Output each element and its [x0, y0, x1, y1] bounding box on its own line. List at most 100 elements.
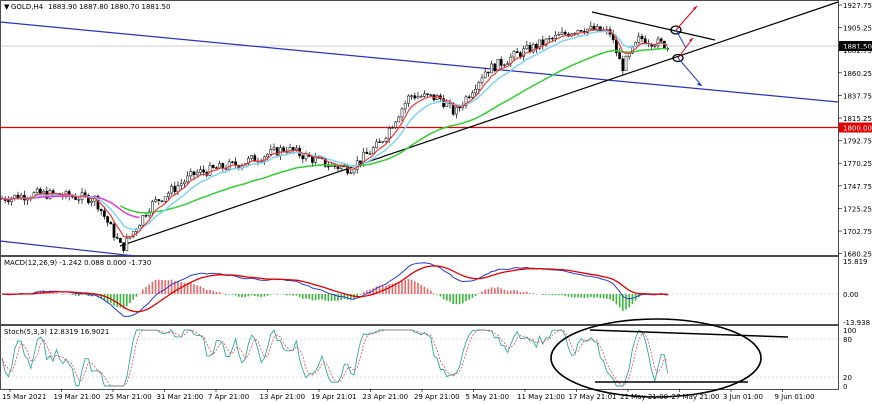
arrow-down-blue-lower-head-icon [697, 82, 702, 86]
stoch-upper-line[interactable] [589, 329, 789, 338]
macd-histogram-bar [548, 294, 550, 295]
macd-histogram-bar [369, 289, 371, 294]
candle-body [381, 141, 385, 143]
macd-histogram-bar [529, 293, 531, 294]
candle-body [400, 108, 404, 118]
price-axis-tick: 1837.75 [843, 92, 872, 100]
candle-body [653, 45, 657, 47]
candle-body [512, 51, 516, 58]
channel-lower-line[interactable] [0, 240, 136, 257]
price-axis-tick: 1882.75 [843, 47, 872, 55]
macd-histogram-bar [244, 294, 246, 298]
macd-histogram-bar [506, 290, 509, 294]
candle-body [122, 242, 125, 251]
macd-histogram-bar [606, 294, 608, 299]
candle-body [77, 199, 81, 201]
rising-trendline[interactable] [119, 1, 839, 247]
candle-body [282, 147, 285, 152]
macd-histogram-bar [404, 280, 406, 294]
macd-histogram-bar [193, 284, 195, 294]
macd-histogram-bar [132, 294, 134, 300]
ema-slow-line [120, 47, 668, 214]
arrow-up-red-upper-head-icon [693, 6, 697, 10]
candle-body [103, 210, 106, 217]
symbol-label: GOLD,H4 [11, 3, 44, 11]
macd-histogram-bar [602, 294, 605, 299]
macd-histogram-bar [375, 286, 378, 294]
candle-body [464, 96, 468, 106]
candle-body [624, 56, 628, 71]
macd-histogram-bar [497, 287, 499, 294]
candle-body [499, 59, 503, 66]
candle-body [112, 223, 116, 238]
candle-body [141, 215, 145, 226]
macd-histogram-bar [590, 294, 592, 298]
macd-axis-tick: -13.938 [843, 319, 870, 327]
time-axis-tick: 11 May 21:00 [517, 393, 565, 401]
candle-body [490, 63, 493, 74]
candle-body [208, 164, 212, 176]
macd-histogram-bar [334, 294, 336, 301]
macd-histogram-bar [238, 294, 240, 297]
candle-body [643, 38, 647, 44]
macd-histogram-bar [215, 291, 218, 294]
candle-body [173, 185, 177, 192]
candle-body [7, 200, 10, 203]
price-axis-tick: 1702.75 [843, 228, 872, 236]
macd-histogram-bar [330, 294, 333, 301]
price-axis-tick: 1792.75 [843, 138, 872, 146]
candle-body [503, 64, 506, 66]
macd-histogram-bar [292, 294, 294, 296]
level-price-tag [839, 122, 872, 133]
time-axis-tick: 15 Mar 2021 [2, 393, 46, 401]
time-axis-tick: 9 Jun 01:00 [775, 393, 815, 401]
ema-fast-line [1, 28, 668, 238]
candle-body [560, 31, 564, 35]
falling-trendline[interactable] [591, 11, 716, 41]
time-axis-tick: 29 Apr 21:00 [414, 393, 460, 401]
macd-histogram-bar [599, 294, 602, 299]
arrow-up-red-lower-head-icon [689, 38, 693, 42]
arrow-down-blue-lower [677, 57, 703, 87]
macd-histogram-bar [276, 294, 278, 295]
macd-histogram-bar [503, 289, 506, 294]
price-axis-tick: 1725.25 [843, 205, 872, 213]
candle-body [519, 52, 522, 57]
candle-body [506, 63, 509, 66]
candle-body [74, 196, 77, 200]
channel-upper-line[interactable] [0, 21, 839, 103]
candle-body [131, 231, 135, 237]
candle-body [147, 211, 151, 216]
candle-body [39, 188, 42, 194]
candle-body [589, 25, 593, 30]
candle-body [167, 192, 170, 197]
macd-histogram-bar [84, 294, 86, 295]
macd-histogram-bar [295, 294, 298, 296]
macd-histogram-bar [468, 294, 470, 300]
macd-histogram-bar [260, 294, 262, 297]
candle-body [579, 30, 583, 32]
macd-histogram-bar [318, 294, 320, 300]
candle-body [349, 172, 353, 174]
candle-body [426, 93, 429, 95]
macd-histogram-bar [257, 294, 259, 297]
macd-histogram-bar [430, 290, 432, 294]
price-axis-tick: 1815.25 [843, 115, 872, 123]
macd-histogram [4, 279, 669, 311]
macd-histogram-bar [100, 294, 102, 299]
macd-axis: 15.819 0.00 -13.938 [843, 258, 870, 327]
macd-histogram-bar [615, 294, 618, 305]
candle-body [151, 201, 154, 213]
macd-histogram-bar [116, 294, 118, 307]
macd-histogram-bar [452, 294, 454, 305]
macd-histogram-bar [174, 281, 176, 294]
level-price-tag-text: 1800.00 [843, 125, 872, 133]
macd-histogram-bar [314, 294, 317, 301]
macd-histogram-bar [350, 294, 352, 300]
macd-histogram-bar [209, 289, 211, 294]
candle-body [106, 216, 109, 223]
candle-body [429, 94, 433, 96]
price-axis-tick: 1905.25 [843, 25, 872, 33]
candle-body [87, 194, 90, 204]
